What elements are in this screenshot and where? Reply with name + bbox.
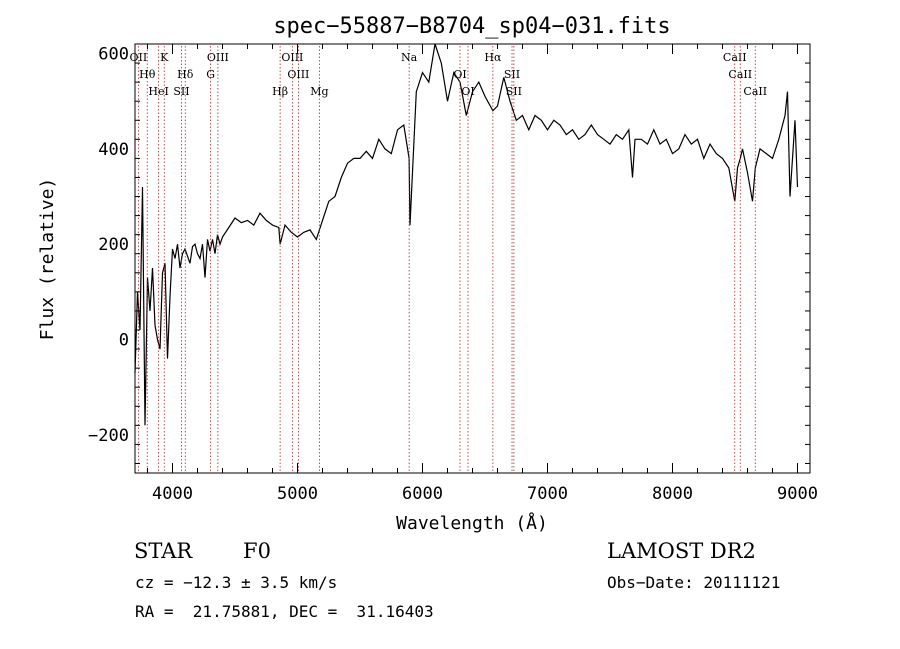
spectral-line-label: Hδ — [177, 68, 194, 81]
chart-title: spec−55887−B8704_sp04−031.fits — [273, 14, 670, 39]
spectral-line-label: Mg — [310, 85, 328, 98]
spectral-line-label: OII — [130, 51, 148, 64]
object-class: STAR — [134, 539, 193, 563]
spectral-line-label: Na — [401, 51, 418, 64]
redshift-readout: cz = −12.3 ± 3.5 km/s — [135, 573, 338, 592]
spectrum-line — [134, 43, 799, 426]
spectral-line-label: HeI — [148, 85, 168, 98]
spectral-line-label: Hα — [484, 51, 502, 64]
y-tick-label: −200 — [88, 426, 129, 446]
spectral-line-label: CaII — [728, 68, 752, 81]
spectral-line-label: K — [160, 51, 169, 64]
subclass: F0 — [243, 539, 271, 563]
coordinates-readout: RA = 21.75881, DEC = 31.16403 — [135, 602, 434, 621]
x-tick-label: 4000 — [152, 484, 193, 504]
spectral-line-label: CaII — [723, 51, 747, 64]
spectral-line-label: SII — [506, 85, 522, 98]
y-tick-label: 600 — [98, 45, 129, 65]
spectral-line-label: OI — [453, 68, 466, 81]
obs-date: Obs−Date: 20111121 — [607, 573, 781, 592]
y-tick-label: 0 — [119, 331, 129, 351]
spectral-line-label: Hβ — [272, 85, 288, 98]
spectral-line-label: G — [206, 68, 215, 81]
x-tick-label: 8000 — [652, 484, 693, 504]
spectral-line-label: SII — [504, 68, 520, 81]
y-tick-label: 400 — [98, 140, 129, 160]
spectral-line-label: Hθ — [139, 68, 156, 81]
x-tick-label: 6000 — [402, 484, 443, 504]
spectral-line-label: OI — [461, 85, 474, 98]
x-tick-label: 5000 — [277, 484, 318, 504]
y-axis-label: Flux (relative) — [37, 178, 58, 341]
spectral-line-label: CaII — [743, 85, 767, 98]
x-axis-label: Wavelength (Å) — [396, 512, 548, 534]
y-tick-label: 200 — [98, 235, 129, 255]
spectral-line-label: SII — [173, 85, 189, 98]
spectral-line-label: OIII — [281, 51, 303, 64]
x-tick-label: 7000 — [527, 484, 568, 504]
spectral-line-label: OIII — [287, 68, 309, 81]
survey-name: LAMOST DR2 — [607, 539, 756, 563]
x-tick-label: 9000 — [777, 484, 818, 504]
spectral-line-label: OIII — [207, 51, 229, 64]
plot-frame — [134, 43, 811, 474]
